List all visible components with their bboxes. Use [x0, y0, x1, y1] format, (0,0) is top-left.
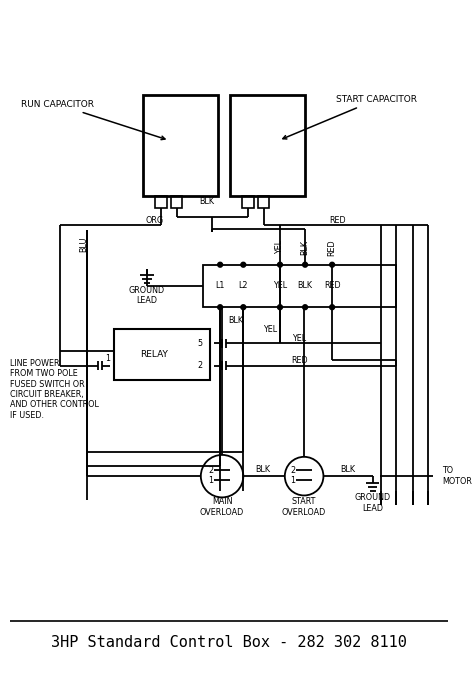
Text: LINE POWER
FROM TWO POLE
FUSED SWITCH OR
CIRCUIT BREAKER,
AND OTHER CONTROL
IF U: LINE POWER FROM TWO POLE FUSED SWITCH OR… [9, 359, 99, 419]
Text: BLK: BLK [298, 281, 312, 291]
Bar [114, 330, 210, 379]
Text: YEL: YEL [263, 325, 277, 334]
Text: RELAY: RELAY [140, 350, 168, 359]
Text: YEL: YEL [292, 334, 306, 343]
Text: L2: L2 [238, 281, 248, 291]
Text: GROUND
LEAD: GROUND LEAD [355, 494, 391, 513]
Text: 1: 1 [208, 475, 213, 484]
Text: 3HP Standard Control Box - 282 302 8110: 3HP Standard Control Box - 282 302 8110 [51, 635, 407, 650]
Text: 5: 5 [198, 339, 203, 348]
Text: ORG: ORG [146, 216, 164, 225]
Bar [258, 196, 269, 208]
Circle shape [218, 305, 222, 310]
Circle shape [330, 262, 335, 267]
Circle shape [278, 305, 283, 310]
Text: TO
MOTOR: TO MOTOR [442, 466, 472, 486]
Bar [171, 196, 182, 208]
Text: GROUND
LEAD: GROUND LEAD [128, 286, 165, 305]
Text: START CAPACITOR: START CAPACITOR [283, 95, 417, 139]
Circle shape [218, 262, 222, 267]
Text: RUN CAPACITOR: RUN CAPACITOR [21, 100, 165, 140]
Text: BLK: BLK [301, 240, 310, 255]
Text: 2: 2 [208, 466, 213, 475]
Text: L1: L1 [216, 281, 225, 291]
Text: BLK: BLK [255, 465, 271, 474]
Text: MAIN
OVERLOAD: MAIN OVERLOAD [200, 497, 244, 517]
Text: 1: 1 [290, 475, 295, 484]
Bar [242, 196, 254, 208]
Text: BLK: BLK [228, 316, 243, 326]
Bar [203, 265, 396, 307]
Text: BLK: BLK [199, 197, 214, 206]
Circle shape [241, 262, 246, 267]
Text: RED: RED [291, 356, 308, 365]
Text: RED: RED [328, 239, 337, 255]
Circle shape [278, 262, 283, 267]
Bar [143, 95, 218, 196]
Text: BLK: BLK [340, 465, 356, 474]
Bar [230, 95, 305, 196]
Text: YEL: YEL [275, 240, 284, 255]
Circle shape [241, 305, 246, 310]
Text: YEL: YEL [273, 281, 287, 291]
Text: RED: RED [324, 281, 340, 291]
Circle shape [303, 262, 308, 267]
Text: BLU: BLU [80, 237, 89, 252]
Text: RED: RED [329, 216, 346, 225]
Text: START
OVERLOAD: START OVERLOAD [282, 497, 326, 517]
Circle shape [303, 305, 308, 310]
Circle shape [330, 305, 335, 310]
Text: 2: 2 [198, 361, 203, 370]
Text: 2: 2 [290, 466, 295, 475]
Bar [155, 196, 167, 208]
Text: 1: 1 [105, 354, 109, 363]
